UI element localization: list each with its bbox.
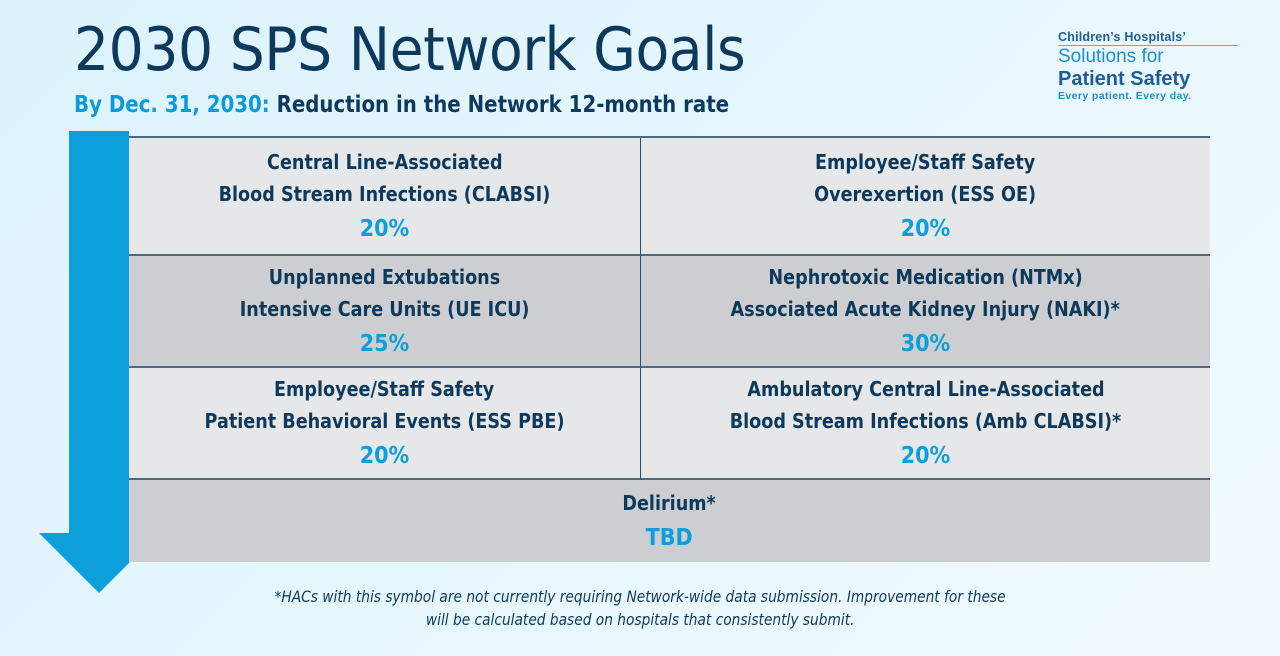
goal-cell-ue-icu: Unplanned Extubations Intensive Care Uni… xyxy=(129,256,640,368)
goal-name-line: Ambulatory Central Line-Associated xyxy=(746,377,1105,401)
logo-line-1: Children’s Hospitals’ xyxy=(1058,30,1238,46)
page-title: 2030 SPS Network Goals xyxy=(74,15,746,85)
goal-name-line: Employee/Staff Safety xyxy=(274,377,495,401)
goal-name-line: Patient Behavioral Events (ESS PBE) xyxy=(204,409,565,433)
logo-line-3: Patient Safety xyxy=(1058,68,1191,90)
subtitle-deadline: By Dec. 31, 2030: xyxy=(74,92,270,118)
goal-cell-ess-oe: Employee/Staff Safety Overexertion (ESS … xyxy=(640,138,1210,256)
logo-line-2: Solutions for xyxy=(1058,46,1164,67)
down-arrow-shaft-icon xyxy=(69,131,129,535)
subtitle-description: Reduction in the Network 12-month rate xyxy=(276,92,730,118)
goal-name-line: Overexertion (ESS OE) xyxy=(814,182,1037,206)
goal-reduction-value: 25% xyxy=(359,331,410,357)
logo-tagline: Every patient. Every day. xyxy=(1058,90,1192,102)
goal-name-line: Blood Stream Infections (Amb CLABSI)* xyxy=(729,409,1122,433)
goal-reduction-value: 20% xyxy=(359,443,410,469)
goal-cell-amb-clabsi: Ambulatory Central Line-Associated Blood… xyxy=(640,368,1210,480)
goal-name-line: Blood Stream Infections (CLABSI) xyxy=(218,182,551,206)
footnote: *HACs with this symbol are not currently… xyxy=(170,585,1110,631)
goal-cell-clabsi: Central Line-Associated Blood Stream Inf… xyxy=(129,138,640,256)
goal-name-line: Employee/Staff Safety xyxy=(815,150,1036,174)
goal-name-line: Unplanned Extubations xyxy=(268,265,501,289)
goal-name-line: Associated Acute Kidney Injury (NAKI)* xyxy=(730,297,1121,321)
goal-cell-delirium: Delirium* TBD xyxy=(129,480,1210,562)
goal-reduction-value: 20% xyxy=(900,443,951,469)
goal-reduction-value: 20% xyxy=(359,216,410,242)
goal-name-line: Central Line-Associated xyxy=(266,150,503,174)
goal-cell-naki: Nephrotoxic Medication (NTMx) Associated… xyxy=(640,256,1210,368)
goal-cell-ess-pbe: Employee/Staff Safety Patient Behavioral… xyxy=(129,368,640,480)
goal-reduction-value: 20% xyxy=(900,216,951,242)
goal-name-line: Intensive Care Units (UE ICU) xyxy=(239,297,530,321)
footnote-line-1: *HACs with this symbol are not currently… xyxy=(274,587,1006,606)
goal-name-line: Nephrotoxic Medication (NTMx) xyxy=(768,265,1083,289)
goal-reduction-value: TBD xyxy=(645,525,694,551)
sps-logo: Children’s Hospitals’ Solutions for Pati… xyxy=(1058,30,1238,102)
goals-table: Central Line-Associated Blood Stream Inf… xyxy=(129,136,1210,562)
goal-name-line: Delirium* xyxy=(622,491,717,515)
page-subtitle: By Dec. 31, 2030: Reduction in the Netwo… xyxy=(74,92,729,118)
goal-reduction-value: 30% xyxy=(900,331,951,357)
footnote-line-2: will be calculated based on hospitals th… xyxy=(425,610,855,629)
